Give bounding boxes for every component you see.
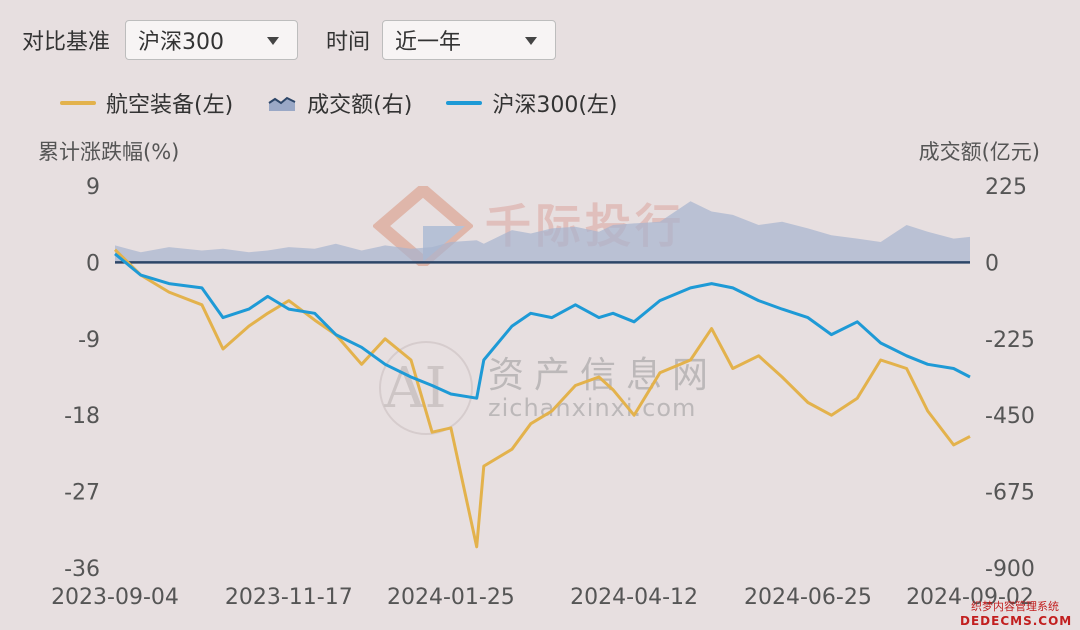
left-tick-label: 9 <box>86 175 100 200</box>
period-value: 近一年 <box>395 30 462 55</box>
legend-label-csi300: 沪深300(左) <box>492 93 618 118</box>
left-tick-label: -18 <box>64 404 100 429</box>
x-tick-label: 2023-09-04 <box>51 585 179 610</box>
period-label: 时间 <box>326 30 371 55</box>
x-tick-label: 2024-04-12 <box>570 585 698 610</box>
left-axis-title: 累计涨跌幅(%) <box>38 140 180 164</box>
csi300-line <box>114 252 971 400</box>
x-tick-label: 2023-11-17 <box>225 585 353 610</box>
legend-label-aviation: 航空装备(左) <box>106 93 234 118</box>
legend-item-csi300[interactable]: 沪深300(左) <box>446 87 618 119</box>
right-tick-label: -900 <box>985 557 1035 582</box>
legend-label-volume: 成交额(右) <box>307 93 413 118</box>
left-tick-label: -27 <box>64 481 100 506</box>
benchmark-value: 沪深300 <box>138 30 224 55</box>
x-tick-label: 2024-06-25 <box>744 585 872 610</box>
watermark-secondary-cn: 资产信息网 <box>488 355 719 396</box>
right-tick-label: -675 <box>985 481 1035 506</box>
corner-watermark-cn: 织梦内容管理系统 <box>971 600 1059 613</box>
aviation-swatch <box>60 101 96 105</box>
left-tick-label: 0 <box>86 251 100 276</box>
watermark-secondary-en: zichanxinxi.com <box>488 394 697 422</box>
left-tick-label: -36 <box>64 557 100 582</box>
x-axis-ticks: 2023-09-04 2023-11-17 2024-01-25 2024-04-12… <box>51 585 1034 610</box>
legend-item-aviation[interactable]: 航空装备(左) <box>60 87 233 119</box>
volume-area <box>115 201 970 263</box>
volume-series <box>115 201 970 263</box>
benchmark-select[interactable]: 沪深300 <box>125 20 298 60</box>
benchmark-label: 对比基准 <box>22 30 111 55</box>
legend-item-volume[interactable]: 成交额(右) <box>267 87 412 119</box>
csi300-series <box>114 252 971 400</box>
chevron-down-icon <box>267 37 279 45</box>
right-axis-title: 成交额(亿元) <box>918 140 1040 164</box>
left-axis-ticks: 9 0 -9 -18 -27 -36 <box>64 175 100 582</box>
chevron-down-icon <box>525 37 537 45</box>
x-tick-label: 2024-01-25 <box>387 585 515 610</box>
filter-bar: 对比基准 沪深300 时间 近一年 <box>0 0 1080 70</box>
right-axis-ticks: 225 0 -225 -450 -675 -900 <box>985 175 1035 582</box>
corner-watermark: 织梦内容管理系统 DEDECMS.COM <box>960 598 1073 628</box>
right-tick-label: -225 <box>985 328 1035 353</box>
csi300-swatch <box>446 101 483 105</box>
watermark-ring <box>379 341 473 435</box>
x-tick-label: 2024-09-02 <box>906 585 1034 610</box>
chart-legend: 航空装备(左) 成交额(右) 沪深300(左) <box>60 88 618 118</box>
aviation-line <box>113 248 971 549</box>
period-select[interactable]: 近一年 <box>382 20 556 60</box>
corner-watermark-en: DEDECMS.COM <box>960 614 1073 628</box>
watermark-secondary: AI 资产信息网 zichanxinxi.com <box>376 338 736 438</box>
right-tick-label: -450 <box>985 404 1035 429</box>
aviation-series <box>113 248 971 549</box>
area-chart-icon <box>268 96 296 111</box>
left-tick-label: -9 <box>78 328 100 353</box>
right-tick-label: 0 <box>985 251 999 276</box>
right-tick-label: 225 <box>985 175 1027 200</box>
